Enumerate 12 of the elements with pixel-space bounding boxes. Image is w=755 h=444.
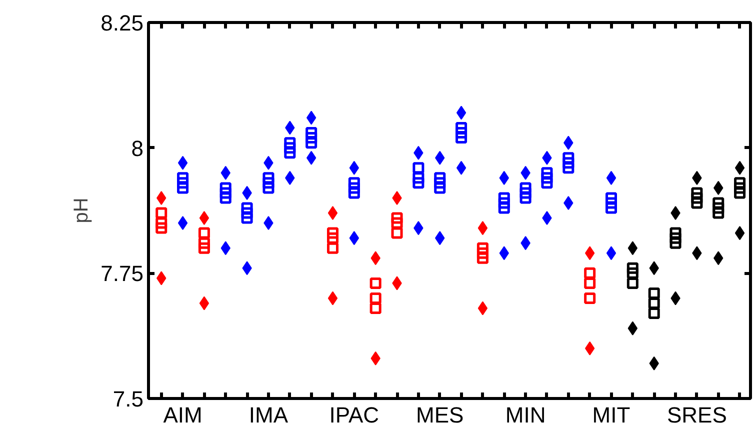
x-tick-label: SRES bbox=[666, 402, 727, 428]
y-tick-label: 7.5 bbox=[112, 386, 144, 412]
y-tick-label: 8 bbox=[131, 136, 144, 161]
x-tick-label: MES bbox=[416, 402, 464, 428]
x-tick-label: MIT bbox=[592, 402, 630, 428]
y-tick-label: 7.75 bbox=[100, 261, 144, 286]
y-tick-label: 8.25 bbox=[100, 10, 144, 36]
x-tick-label: IMA bbox=[248, 402, 288, 428]
y-axis-title: pH bbox=[70, 198, 93, 224]
x-tick-label: IPAC bbox=[329, 402, 380, 428]
x-tick-label: MIN bbox=[505, 402, 546, 428]
x-tick-label: AIM bbox=[163, 402, 202, 428]
